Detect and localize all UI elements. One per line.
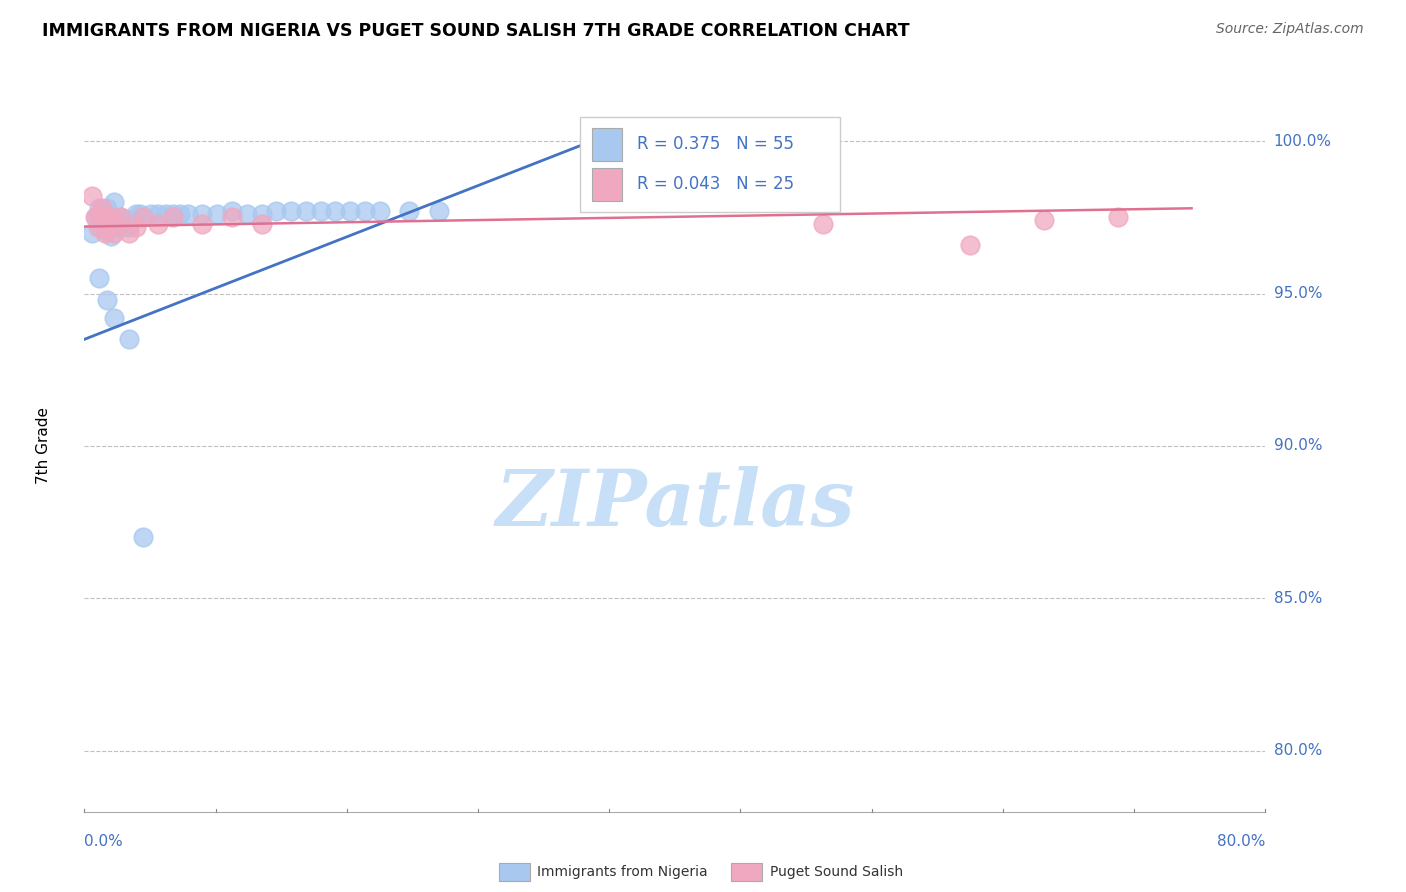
Point bbox=[959, 238, 981, 252]
Point bbox=[1032, 213, 1054, 227]
Point bbox=[148, 217, 170, 231]
Point bbox=[323, 204, 347, 219]
Point bbox=[132, 531, 155, 545]
Point bbox=[162, 207, 184, 221]
Point bbox=[101, 219, 124, 234]
Point bbox=[91, 211, 114, 225]
Point bbox=[368, 204, 391, 219]
Point bbox=[250, 217, 273, 231]
Point bbox=[295, 204, 318, 219]
Point bbox=[86, 219, 108, 234]
Text: 0.0%: 0.0% bbox=[84, 834, 124, 848]
Point bbox=[309, 204, 332, 219]
Text: 80.0%: 80.0% bbox=[1274, 743, 1322, 758]
Point bbox=[162, 211, 184, 225]
Point bbox=[205, 207, 228, 221]
Text: Source: ZipAtlas.com: Source: ZipAtlas.com bbox=[1216, 22, 1364, 37]
Bar bbox=[592, 168, 621, 201]
Point bbox=[93, 219, 115, 234]
Point bbox=[191, 207, 214, 221]
Point bbox=[280, 204, 302, 219]
Text: 90.0%: 90.0% bbox=[1274, 439, 1322, 453]
Point bbox=[105, 213, 128, 227]
Point bbox=[118, 217, 141, 231]
Point bbox=[94, 222, 117, 236]
Point bbox=[100, 228, 122, 243]
Point bbox=[148, 207, 170, 221]
Point bbox=[664, 165, 686, 179]
Point bbox=[129, 207, 152, 221]
Point bbox=[235, 207, 259, 221]
Text: 85.0%: 85.0% bbox=[1274, 591, 1322, 606]
Point bbox=[80, 189, 103, 203]
Point bbox=[169, 207, 191, 221]
Text: ZIPatlas: ZIPatlas bbox=[495, 467, 855, 542]
Point bbox=[96, 211, 118, 225]
Point bbox=[83, 211, 105, 225]
Point bbox=[110, 211, 132, 225]
Point bbox=[107, 219, 129, 234]
Point bbox=[118, 226, 141, 240]
Point bbox=[114, 213, 136, 227]
Point bbox=[96, 211, 118, 225]
Point bbox=[339, 204, 361, 219]
Point bbox=[221, 204, 243, 219]
Point bbox=[191, 217, 214, 231]
Point bbox=[87, 207, 111, 221]
Bar bbox=[592, 128, 621, 161]
Point bbox=[125, 207, 148, 221]
Point bbox=[97, 219, 120, 234]
Point bbox=[121, 213, 143, 227]
Text: 100.0%: 100.0% bbox=[1274, 134, 1331, 149]
Point bbox=[84, 211, 107, 225]
Point bbox=[87, 271, 111, 285]
Point bbox=[87, 217, 111, 231]
Point bbox=[118, 332, 141, 346]
Point bbox=[96, 293, 118, 307]
Point bbox=[94, 226, 117, 240]
Point bbox=[105, 217, 128, 231]
Point bbox=[98, 217, 121, 231]
Point bbox=[96, 202, 118, 216]
Text: Immigrants from Nigeria: Immigrants from Nigeria bbox=[537, 865, 707, 880]
Point bbox=[103, 311, 125, 326]
Point bbox=[398, 204, 420, 219]
Point bbox=[91, 202, 114, 216]
Point bbox=[104, 217, 127, 231]
Point bbox=[118, 219, 141, 234]
Text: IMMIGRANTS FROM NIGERIA VS PUGET SOUND SALISH 7TH GRADE CORRELATION CHART: IMMIGRANTS FROM NIGERIA VS PUGET SOUND S… bbox=[42, 22, 910, 40]
Point bbox=[125, 219, 148, 234]
Point bbox=[110, 213, 132, 227]
Point bbox=[264, 204, 288, 219]
Point bbox=[110, 219, 132, 234]
Text: 80.0%: 80.0% bbox=[1218, 834, 1265, 848]
Point bbox=[139, 207, 162, 221]
Text: Puget Sound Salish: Puget Sound Salish bbox=[770, 865, 904, 880]
Point bbox=[221, 211, 243, 225]
Point bbox=[103, 211, 125, 225]
FancyBboxPatch shape bbox=[581, 117, 841, 212]
Point bbox=[1107, 211, 1129, 225]
Point bbox=[155, 207, 177, 221]
Point bbox=[103, 226, 125, 240]
Text: 95.0%: 95.0% bbox=[1274, 286, 1322, 301]
Text: R = 0.375   N = 55: R = 0.375 N = 55 bbox=[637, 135, 794, 153]
Point bbox=[811, 217, 834, 231]
Point bbox=[177, 207, 200, 221]
Point bbox=[111, 217, 134, 231]
Point bbox=[250, 207, 273, 221]
Text: 7th Grade: 7th Grade bbox=[35, 408, 51, 484]
Point bbox=[87, 202, 111, 216]
Point bbox=[108, 211, 131, 225]
Point bbox=[427, 204, 450, 219]
Point bbox=[97, 213, 120, 227]
Point bbox=[100, 211, 122, 225]
Point bbox=[80, 226, 103, 240]
Point bbox=[132, 211, 155, 225]
Point bbox=[354, 204, 377, 219]
Point bbox=[132, 211, 155, 225]
Text: R = 0.043   N = 25: R = 0.043 N = 25 bbox=[637, 175, 794, 194]
Point bbox=[103, 195, 125, 210]
